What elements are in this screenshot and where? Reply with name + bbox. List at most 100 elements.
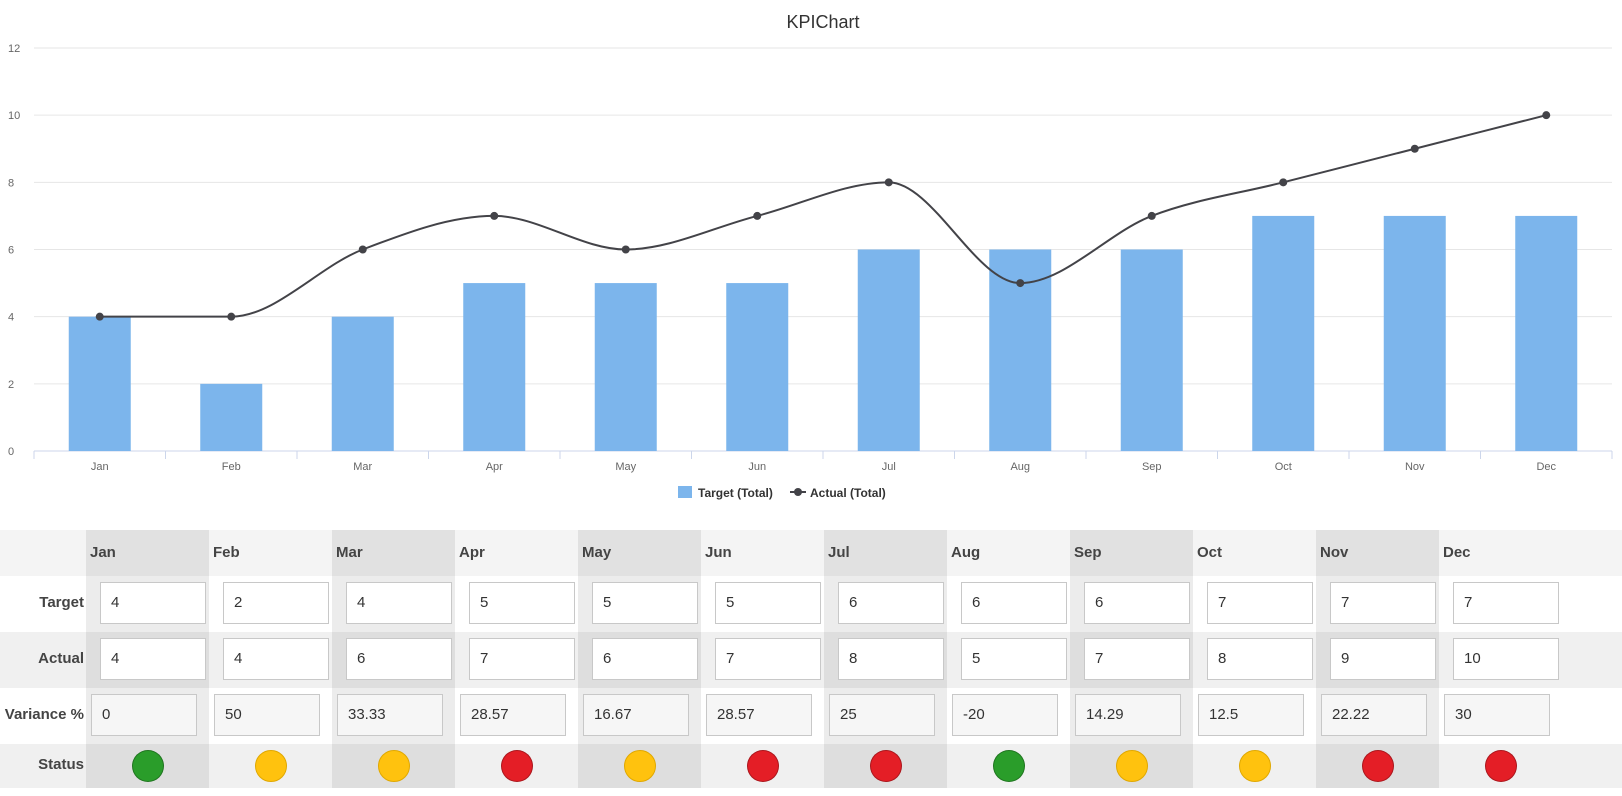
bar-target <box>726 283 789 451</box>
chart-title: KPIChart <box>786 12 859 32</box>
target-input[interactable]: 5 <box>715 582 821 624</box>
month-header: Aug <box>951 544 981 561</box>
status-indicator-amber <box>623 750 656 782</box>
bar-target <box>1383 215 1446 451</box>
table-column-cell: Nov <box>1316 530 1439 576</box>
actual-input[interactable]: 6 <box>346 638 452 680</box>
actual-input[interactable]: 7 <box>715 638 821 680</box>
variance-input: 33.33 <box>337 694 443 736</box>
table-column-cell: 22.22 <box>1316 688 1439 744</box>
table-column-cell: Jul <box>824 530 947 576</box>
table-column-cell <box>1439 744 1562 788</box>
status-indicator-green <box>131 750 164 782</box>
table-column-cell: -20 <box>947 688 1070 744</box>
bar-target <box>463 283 526 451</box>
target-row-label: Target <box>39 594 84 611</box>
actual-point <box>884 178 893 187</box>
month-header: Jan <box>90 544 116 561</box>
status-indicator-red <box>500 750 533 782</box>
target-input[interactable]: 4 <box>346 582 452 624</box>
x-tick-label: Jan <box>91 461 109 473</box>
table-column-cell: 7 <box>1316 576 1439 632</box>
x-tick-label: Aug <box>1010 461 1030 473</box>
target-input[interactable]: 7 <box>1330 582 1436 624</box>
status-indicator-amber <box>254 750 287 782</box>
table-column-cell: Dec <box>1439 530 1562 576</box>
table-column-cell: 5 <box>455 576 578 632</box>
table-column-cell <box>86 744 209 788</box>
x-tick-label: Nov <box>1405 461 1425 473</box>
bar-target <box>1120 249 1183 451</box>
actual-input[interactable]: 9 <box>1330 638 1436 680</box>
actual-input[interactable]: 4 <box>223 638 329 680</box>
target-input[interactable]: 4 <box>100 582 206 624</box>
bar-target <box>594 283 657 451</box>
target-input[interactable]: 6 <box>838 582 944 624</box>
variance-row: Variance % 0 50 33.33 28.57 16.67 28.57 25 -20 1… <box>0 688 1622 744</box>
variance-input: 12.5 <box>1198 694 1304 736</box>
table-column-cell: 7 <box>701 632 824 688</box>
table-column-cell: 0 <box>86 688 209 744</box>
table-column-cell: 8 <box>1193 632 1316 688</box>
x-tick-label: Jul <box>882 461 896 473</box>
month-header: May <box>582 544 612 561</box>
table-column-cell: 9 <box>1316 632 1439 688</box>
actual-input[interactable]: 5 <box>961 638 1067 680</box>
table-column-cell: May <box>578 530 701 576</box>
actual-point <box>1279 178 1288 187</box>
actual-input[interactable]: 8 <box>838 638 944 680</box>
table-column-cell: Mar <box>332 530 455 576</box>
variance-input: -20 <box>952 694 1058 736</box>
table-column-cell <box>332 744 455 788</box>
status-indicator-amber <box>1115 750 1148 782</box>
status-indicator-amber <box>1238 750 1271 782</box>
table-column-cell: 7 <box>455 632 578 688</box>
target-input[interactable]: 6 <box>961 582 1067 624</box>
status-indicator-red <box>746 750 779 782</box>
status-indicator-amber <box>377 750 410 782</box>
x-tick-label: Mar <box>353 461 372 473</box>
y-tick-label: 0 <box>8 446 14 458</box>
table-column-cell: 28.57 <box>701 688 824 744</box>
target-input[interactable]: 5 <box>592 582 698 624</box>
table-column-cell: Oct <box>1193 530 1316 576</box>
status-indicator-red <box>1361 750 1394 782</box>
variance-input: 22.22 <box>1321 694 1427 736</box>
kpi-chart: KPIChart 0 2 4 6 8 10 12 Jan Feb Mar Apr May Jun Jul Au… <box>8 12 1613 500</box>
table-column-cell: 5 <box>701 576 824 632</box>
actual-input[interactable]: 6 <box>592 638 698 680</box>
target-input[interactable]: 7 <box>1453 582 1559 624</box>
y-tick-label: 12 <box>8 43 20 55</box>
actual-input[interactable]: 8 <box>1207 638 1313 680</box>
actual-input[interactable]: 10 <box>1453 638 1559 680</box>
month-header: Oct <box>1197 544 1223 561</box>
actual-point <box>1147 211 1156 220</box>
bar-target <box>1515 215 1578 451</box>
table-column-cell: 7 <box>1193 576 1316 632</box>
table-column-cell: Jan <box>86 530 209 576</box>
target-input[interactable]: 2 <box>223 582 329 624</box>
actual-input[interactable]: 7 <box>1084 638 1190 680</box>
target-input[interactable]: 5 <box>469 582 575 624</box>
bar-target <box>200 383 263 451</box>
target-input[interactable]: 6 <box>1084 582 1190 624</box>
actual-input[interactable]: 4 <box>100 638 206 680</box>
table-column-cell: 4 <box>209 632 332 688</box>
status-indicator-red <box>1484 750 1517 782</box>
variance-input: 0 <box>91 694 197 736</box>
x-tick-label: Apr <box>486 461 503 473</box>
bar-target <box>331 316 394 451</box>
month-header: Mar <box>336 544 363 561</box>
table-column-cell: 6 <box>1070 576 1193 632</box>
status-row-label: Status <box>38 756 84 773</box>
variance-row-label: Variance % <box>4 706 84 723</box>
table-column-cell: Feb <box>209 530 332 576</box>
y-tick-label: 2 <box>8 379 14 391</box>
x-tick-label: Feb <box>222 461 241 473</box>
legend-actual-marker <box>794 488 802 496</box>
actual-input[interactable]: 7 <box>469 638 575 680</box>
table-column-cell <box>1070 744 1193 788</box>
actual-row-label: Actual <box>38 650 84 667</box>
month-header: Nov <box>1320 544 1349 561</box>
target-input[interactable]: 7 <box>1207 582 1313 624</box>
